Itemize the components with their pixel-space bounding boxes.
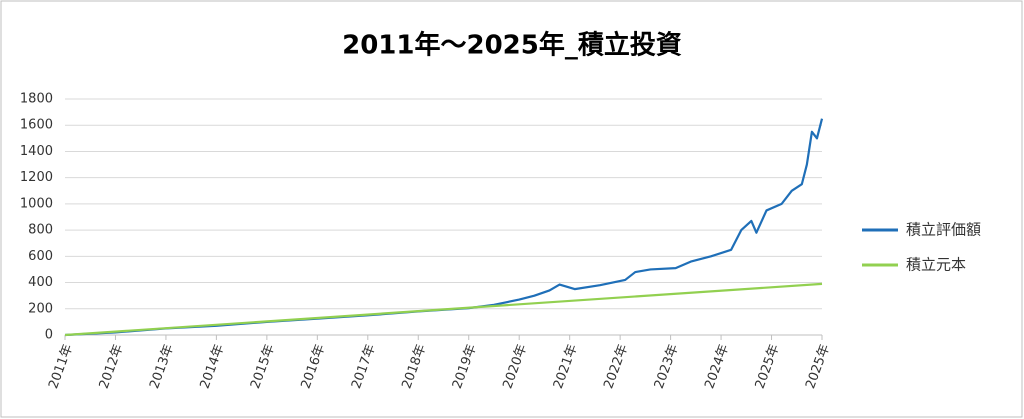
y-tick-label: 1400 bbox=[20, 144, 53, 159]
y-tick-label: 1600 bbox=[20, 118, 53, 133]
y-tick-label: 1000 bbox=[20, 196, 53, 211]
chart-title: 2011年～2025年_積立投資 bbox=[342, 30, 682, 61]
y-tick-label: 400 bbox=[28, 275, 53, 290]
y-tick-label: 600 bbox=[28, 249, 53, 264]
y-tick-label: 1800 bbox=[20, 92, 53, 107]
legend-label: 積立元本 bbox=[906, 256, 966, 274]
legend-label: 積立評価額 bbox=[906, 221, 981, 239]
y-tick-label: 1200 bbox=[20, 170, 53, 185]
y-tick-label: 0 bbox=[45, 328, 53, 343]
line-series bbox=[64, 282, 823, 337]
y-tick-label: 800 bbox=[28, 223, 53, 238]
y-tick-label: 200 bbox=[28, 301, 53, 316]
